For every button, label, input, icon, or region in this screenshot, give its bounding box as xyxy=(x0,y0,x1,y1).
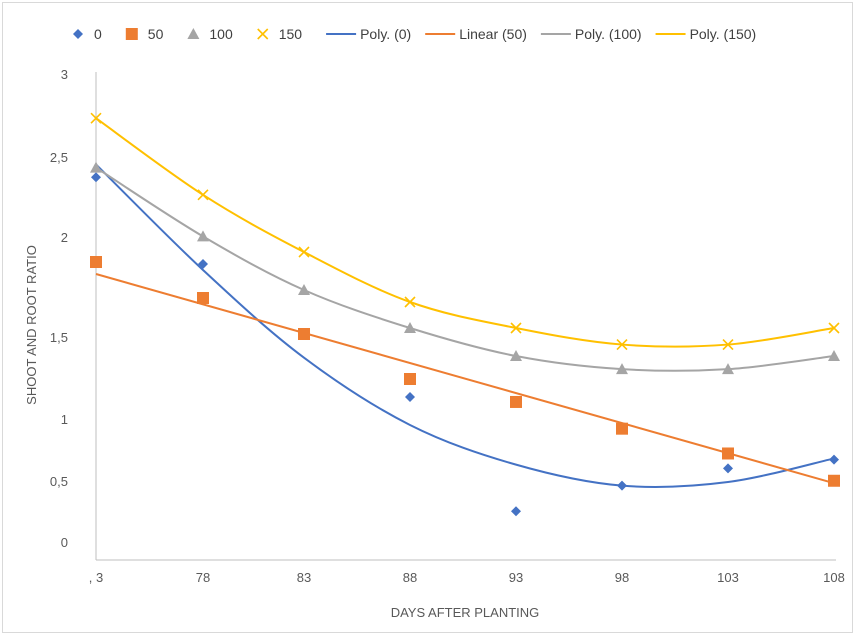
data-point-series-50 xyxy=(722,447,734,460)
markers xyxy=(90,112,840,517)
x-tick-label: 83 xyxy=(297,570,311,585)
x-tick-label: 88 xyxy=(403,570,417,585)
y-tick-label: 3 xyxy=(61,67,68,82)
data-point-series-150 xyxy=(722,338,734,351)
x-tick-label: 108 xyxy=(823,570,845,585)
y-tick-label: 0,5 xyxy=(50,474,68,489)
x-axis-title: DAYS AFTER PLANTING xyxy=(391,605,540,620)
legend-marker-50 xyxy=(125,28,138,40)
data-point-series-50 xyxy=(197,292,209,304)
legend-label: Poly. (100) xyxy=(575,26,642,42)
y-tick-label: 1 xyxy=(61,412,68,427)
data-point-series-100 xyxy=(510,350,522,362)
data-point-series-100 xyxy=(197,230,209,242)
data-point-series-0 xyxy=(198,259,208,269)
data-point-series-150 xyxy=(298,246,310,258)
legend-marker-100 xyxy=(187,28,200,39)
data-point-series-100 xyxy=(828,350,840,362)
data-point-series-150 xyxy=(510,322,522,334)
data-point-series-150 xyxy=(828,322,840,334)
legend-label: Poly. (0) xyxy=(360,26,411,42)
data-point-series-100 xyxy=(90,161,102,173)
legend-marker-0 xyxy=(73,29,83,39)
legend-marker-150 xyxy=(257,28,269,40)
data-point-series-100 xyxy=(722,363,734,375)
legend-label: 100 xyxy=(209,26,233,42)
data-point-series-50 xyxy=(298,328,310,340)
data-point-series-150 xyxy=(616,338,628,351)
x-tick-label: 103 xyxy=(717,570,739,585)
y-axis-title: SHOOT AND ROOT RATIO xyxy=(24,245,39,405)
x-tick-label: 78 xyxy=(196,570,210,585)
legend-label: Poly. (150) xyxy=(690,26,757,42)
x-tick-label: 93 xyxy=(509,570,523,585)
data-point-series-0 xyxy=(511,506,521,517)
data-point-series-0 xyxy=(405,392,415,403)
data-point-series-0 xyxy=(829,454,839,465)
data-point-series-100 xyxy=(616,363,628,375)
data-point-series-50 xyxy=(90,256,102,268)
y-tick-label: 2,5 xyxy=(50,150,68,165)
data-point-series-150 xyxy=(197,189,209,201)
data-point-series-150 xyxy=(90,112,102,124)
data-point-series-100 xyxy=(298,284,310,295)
trendline-poly-150 xyxy=(95,117,835,348)
legend-label: Linear (50) xyxy=(459,26,527,42)
data-point-series-50 xyxy=(510,395,522,408)
x-tick-label: , 3 xyxy=(89,570,103,585)
data-point-series-50 xyxy=(404,373,416,385)
data-point-series-0 xyxy=(91,172,101,183)
y-tick-label: 0 xyxy=(61,535,68,550)
legend-label: 0 xyxy=(94,26,102,42)
y-tick-label: 1,5 xyxy=(50,330,68,345)
legend-label: 150 xyxy=(279,26,303,42)
data-point-series-100 xyxy=(404,322,416,333)
legend-label: 50 xyxy=(148,26,164,42)
trendline-linear-50 xyxy=(95,273,835,485)
y-tick-label: 2 xyxy=(61,230,68,245)
x-tick-label: 98 xyxy=(615,570,629,585)
trendline-poly-0 xyxy=(95,163,835,488)
data-point-series-150 xyxy=(404,296,416,308)
legend: 0 50 100 150 Poly. (0) Linear (50) Poly. (100)… xyxy=(73,26,756,42)
axes: 0 0,5 1 1,5 2 2,5 3 , 3 78 83 88 93 98 103 108 xyxy=(50,67,845,585)
data-point-series-0 xyxy=(617,480,627,491)
data-point-series-50 xyxy=(828,474,840,487)
data-point-series-0 xyxy=(723,463,733,474)
data-point-series-50 xyxy=(616,422,628,435)
